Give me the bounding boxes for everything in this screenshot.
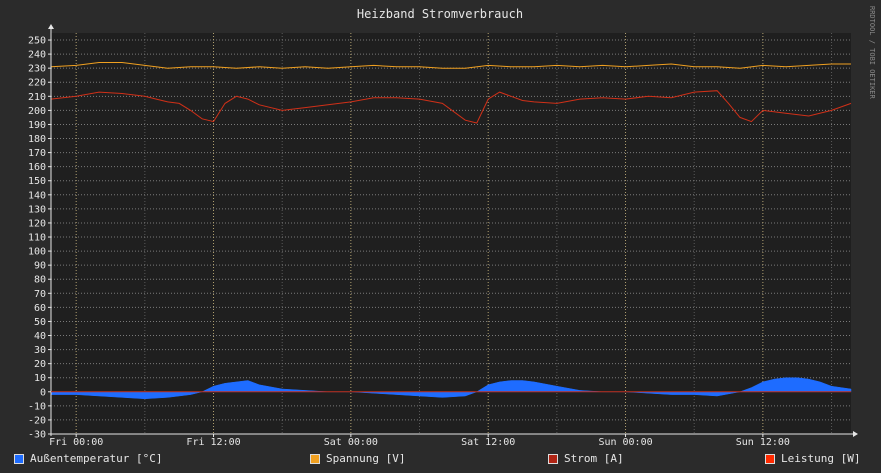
y-tick-label: 160 (28, 162, 46, 173)
legend-swatch-voltage (310, 453, 320, 464)
y-tick-label: 140 (28, 190, 46, 201)
y-tick-label: 180 (28, 134, 46, 145)
plot-background (51, 33, 851, 434)
series-line-2 (50, 90, 852, 124)
y-tick-label: 60 (34, 303, 46, 314)
legend-label-power: Leistung [W] (781, 452, 861, 465)
y-tick-label: 130 (28, 204, 46, 215)
y-tick-label: 100 (28, 247, 46, 258)
y-tick-label: 10 (34, 373, 46, 384)
x-axis-arrow (853, 431, 858, 437)
legend-label-current: Strom [A] (564, 452, 624, 465)
x-tick-label: Fri 12:00 (186, 437, 240, 448)
legend-swatch-power (765, 453, 775, 464)
chart-title: Heizband Stromverbrauch (357, 7, 523, 21)
y-tick-label: 50 (34, 317, 46, 328)
y-tick-label: -10 (28, 401, 46, 412)
legend: Außentemperatur [°C] Spannung [V] Strom … (0, 452, 881, 468)
y-tick-label: 170 (28, 148, 46, 159)
y-tick-label: 30 (34, 345, 46, 356)
y-tick-label: 20 (34, 359, 46, 370)
y-tick-label: -30 (28, 430, 46, 441)
x-tick-labels: Fri 00:00 Fri 12:00 Sat 00:00 Sat 12:00 Sun … (49, 437, 790, 448)
y-tick-label: 40 (34, 331, 46, 342)
y-tick-label: 230 (28, 64, 46, 75)
axes (48, 24, 858, 437)
y-tick-labels: 2502402302202102001901801701601501401301… (28, 36, 46, 441)
y-tick-label: 110 (28, 233, 46, 244)
legend-label-voltage: Spannung [V] (326, 452, 406, 465)
y-tick-label: 120 (28, 218, 46, 229)
y-tick-label: 220 (28, 78, 46, 89)
legend-label-temperature: Außentemperatur [°C] (30, 452, 163, 465)
legend-swatch-temperature (14, 453, 24, 464)
y-tick-label: 240 (28, 50, 46, 61)
legend-item-voltage: Spannung [V] (310, 452, 405, 465)
legend-item-temperature: Außentemperatur [°C] (14, 452, 162, 465)
y-tick-label: 0 (40, 387, 46, 398)
y-tick-label: 90 (34, 261, 46, 272)
x-tick-label: Fri 00:00 (49, 437, 103, 448)
y-tick-label: 210 (28, 92, 46, 103)
y-axis-arrow (48, 24, 54, 29)
x-tick-label: Sat 00:00 (324, 437, 378, 448)
legend-item-current: Strom [A] (548, 452, 624, 465)
y-tick-label: 70 (34, 289, 46, 300)
legend-item-power: Leistung [W] (765, 452, 860, 465)
y-tick-label: -20 (28, 415, 46, 426)
y-tick-label: 80 (34, 275, 46, 286)
y-tick-label: 200 (28, 106, 46, 117)
y-tick-label: 190 (28, 120, 46, 131)
y-tick-label: 150 (28, 176, 46, 187)
x-tick-label: Sun 12:00 (736, 437, 790, 448)
watermark: RRDTOOL / TOBI OETIKER (868, 6, 876, 100)
series-line-1 (50, 62, 851, 69)
x-tick-label: Sun 00:00 (598, 437, 652, 448)
y-tick-label: 250 (28, 36, 46, 47)
x-tick-label: Sat 12:00 (461, 437, 515, 448)
legend-swatch-current (548, 453, 558, 464)
